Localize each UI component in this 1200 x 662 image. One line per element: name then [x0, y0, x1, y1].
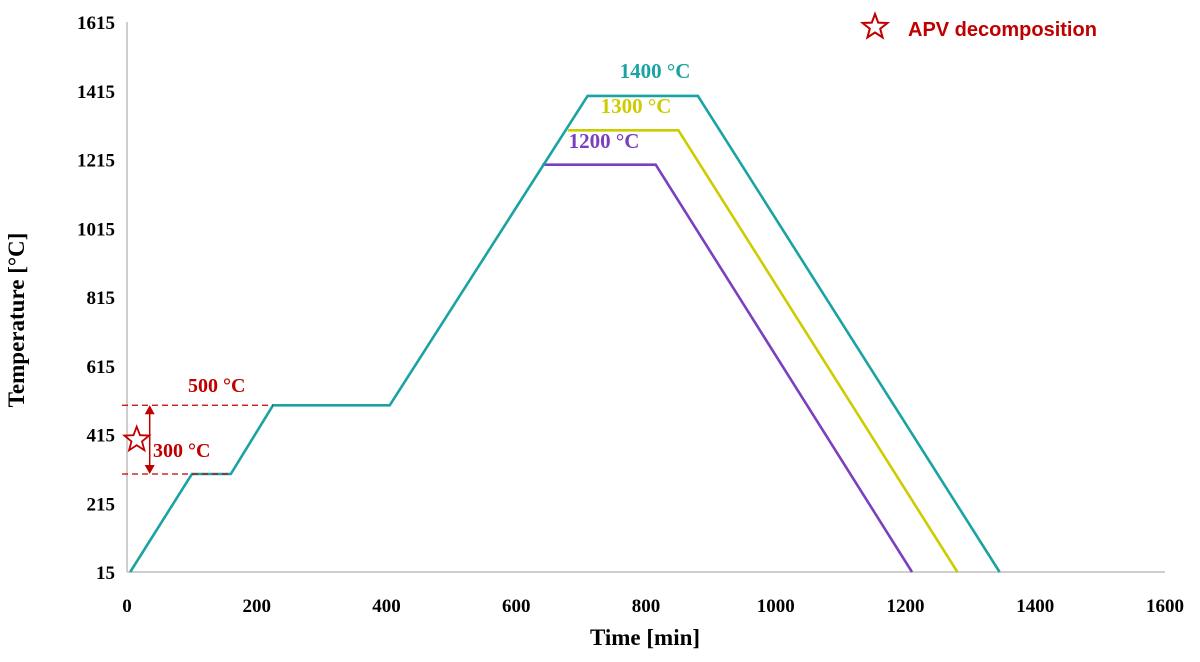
y-tick-label: 1015: [77, 219, 115, 240]
y-tick-label: 15: [96, 563, 115, 584]
star-icon: [859, 11, 891, 40]
y-axis-title: Temperature [°C]: [4, 233, 29, 408]
axes: 15 215 415 615 815 1015 1215 1415 1615 0 200 400 600…: [77, 13, 1184, 617]
range-arrow-head-down: [144, 465, 155, 475]
x-tick-label: 1200: [887, 596, 925, 617]
decomposition-star-icon: [122, 424, 152, 453]
legend: APV decomposition: [859, 11, 1097, 41]
x-tick-label: 1000: [757, 596, 795, 617]
upper-limit-label: 500 °C: [188, 375, 245, 397]
annotations: 500 °C 300 °C: [122, 375, 273, 475]
series-line: [542, 163, 914, 573]
y-tick-label: 815: [87, 288, 116, 309]
y-tick-label: 1615: [77, 13, 115, 34]
series-line: [129, 94, 1001, 573]
series-line: [568, 129, 959, 573]
x-tick-label: 1600: [1146, 596, 1184, 617]
y-tick-label: 1415: [77, 82, 115, 103]
lower-limit-label: 300 °C: [153, 440, 210, 462]
y-tick-label: 615: [87, 357, 116, 378]
series-label: 1300 °C: [601, 94, 672, 118]
x-tick-label: 200: [243, 596, 272, 617]
x-tick-label: 800: [632, 596, 661, 617]
series-label: 1200 °C: [569, 129, 640, 153]
y-tick-label: 215: [87, 494, 116, 515]
y-tick-label: 1215: [77, 151, 115, 172]
x-tick-label: 0: [122, 596, 132, 617]
x-tick-label: 600: [502, 596, 531, 617]
y-tick-label: 415: [87, 426, 116, 447]
series-lines: 1400 °C 1300 °C 1200 °C: [129, 59, 1001, 573]
series-label: 1400 °C: [620, 59, 691, 83]
x-axis-title: Time [min]: [590, 625, 700, 650]
x-tick-label: 1400: [1016, 596, 1054, 617]
x-tick-label: 400: [372, 596, 401, 617]
legend-label: APV decomposition: [908, 19, 1097, 41]
range-arrow-head-up: [144, 405, 155, 415]
